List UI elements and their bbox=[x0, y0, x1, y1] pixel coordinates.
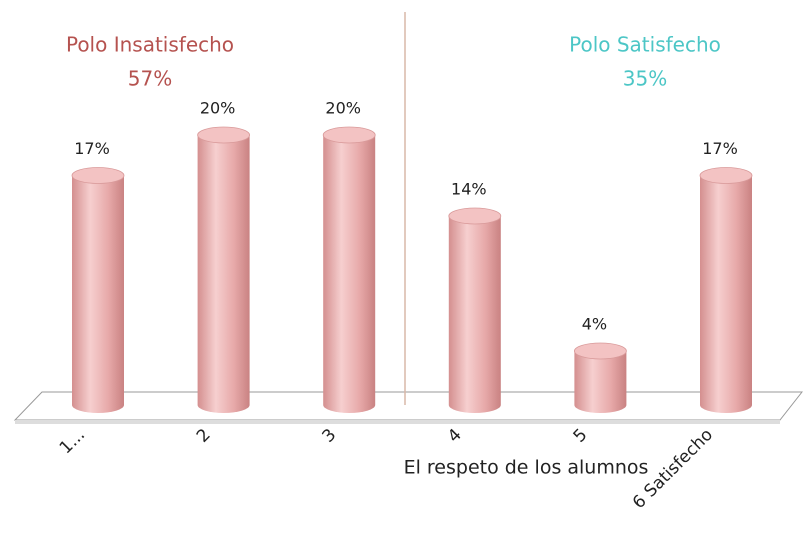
value-label: 17% bbox=[74, 139, 110, 158]
pole-title: Polo Satisfecho bbox=[569, 33, 721, 57]
value-label: 20% bbox=[325, 99, 361, 118]
pole-share: 57% bbox=[128, 67, 172, 91]
pole-title: Polo Insatisfecho bbox=[66, 33, 234, 57]
bar-top bbox=[71, 167, 125, 184]
bar bbox=[323, 127, 376, 413]
x-tick-label: 3 bbox=[318, 425, 340, 447]
bar-top bbox=[322, 126, 376, 144]
bar-top bbox=[699, 167, 753, 184]
floor bbox=[13, 391, 803, 421]
bar-top bbox=[197, 126, 251, 144]
value-label: 14% bbox=[451, 180, 487, 199]
x-tick-label: 5 bbox=[570, 425, 592, 447]
bar bbox=[700, 167, 752, 413]
pole-share: 35% bbox=[623, 67, 667, 91]
x-tick-label: 4 bbox=[444, 425, 466, 447]
bar-top bbox=[574, 342, 627, 360]
value-label: 17% bbox=[702, 139, 738, 158]
x-tick-label: 1... bbox=[56, 425, 89, 458]
bar bbox=[448, 208, 501, 413]
value-label: 20% bbox=[200, 99, 236, 118]
bar bbox=[574, 343, 627, 413]
value-label: 4% bbox=[582, 315, 607, 334]
bar-top bbox=[448, 207, 502, 225]
x-tick-label: 2 bbox=[193, 425, 215, 447]
bar bbox=[197, 127, 250, 413]
bar bbox=[72, 167, 124, 413]
x-axis-label: El respeto de los alumnos bbox=[404, 457, 649, 479]
floor-edge bbox=[15, 420, 780, 424]
